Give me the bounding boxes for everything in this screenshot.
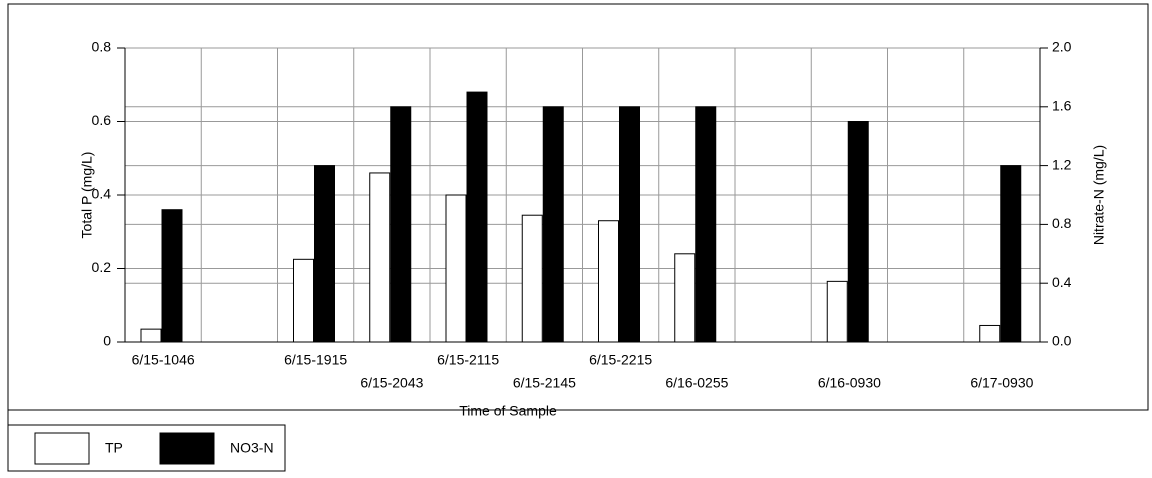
bar bbox=[695, 106, 717, 343]
y-tick-label: 0.4 bbox=[92, 186, 112, 202]
x-tick-label: 6/15-2115 bbox=[437, 352, 499, 368]
y2-axis-label: Nitrate-N (mg/L) bbox=[1091, 145, 1107, 245]
bar bbox=[674, 253, 696, 343]
bar bbox=[598, 220, 619, 343]
x-tick-label: 6/17-0930 bbox=[970, 375, 1033, 391]
y2-tick-label: 0.8 bbox=[1052, 215, 1072, 231]
bar bbox=[521, 214, 543, 343]
legend-label: TP bbox=[105, 440, 123, 456]
y-tick-label: 0.8 bbox=[92, 39, 112, 55]
y-tick-label: 0.6 bbox=[92, 112, 112, 128]
bar bbox=[1000, 165, 1022, 343]
bar bbox=[445, 194, 467, 343]
y2-tick-label: 1.6 bbox=[1052, 98, 1072, 114]
bar bbox=[390, 106, 412, 343]
bar bbox=[140, 328, 162, 343]
x-tick-label: 6/15-1046 bbox=[132, 352, 195, 368]
y-axis-label: Total P (mg/L) bbox=[79, 152, 95, 239]
x-tick-label: 6/15-2145 bbox=[513, 375, 576, 391]
y2-tick-label: 0.4 bbox=[1052, 274, 1072, 290]
bar bbox=[369, 172, 391, 343]
y-tick-label: 0 bbox=[103, 333, 111, 349]
y2-tick-label: 0.0 bbox=[1052, 333, 1072, 349]
bar bbox=[979, 324, 1001, 343]
legend-label: NO3-N bbox=[230, 440, 274, 456]
x-tick-label: 6/15-1915 bbox=[284, 352, 347, 368]
y-tick-label: 0.2 bbox=[92, 259, 112, 275]
x-tick-label: 6/15-2215 bbox=[589, 352, 652, 368]
bar bbox=[826, 280, 848, 343]
bar bbox=[619, 106, 640, 343]
x-tick-label: 6/16-0930 bbox=[818, 375, 881, 391]
y2-tick-label: 1.2 bbox=[1052, 156, 1072, 172]
x-axis-label: Time of Sample bbox=[459, 403, 557, 419]
x-tick-label: 6/16-0255 bbox=[665, 375, 728, 391]
x-tick-label: 6/15-2043 bbox=[360, 375, 423, 391]
legend-swatch bbox=[34, 432, 90, 465]
bar bbox=[847, 121, 869, 343]
bar bbox=[466, 91, 488, 343]
bar bbox=[293, 258, 314, 343]
bar bbox=[542, 106, 564, 343]
legend: TP NO3-N bbox=[34, 432, 274, 465]
bar bbox=[314, 165, 335, 343]
y2-tick-label: 2.0 bbox=[1052, 39, 1072, 55]
bar bbox=[161, 209, 183, 343]
chart-frame bbox=[7, 3, 1149, 411]
legend-swatch bbox=[159, 432, 215, 465]
